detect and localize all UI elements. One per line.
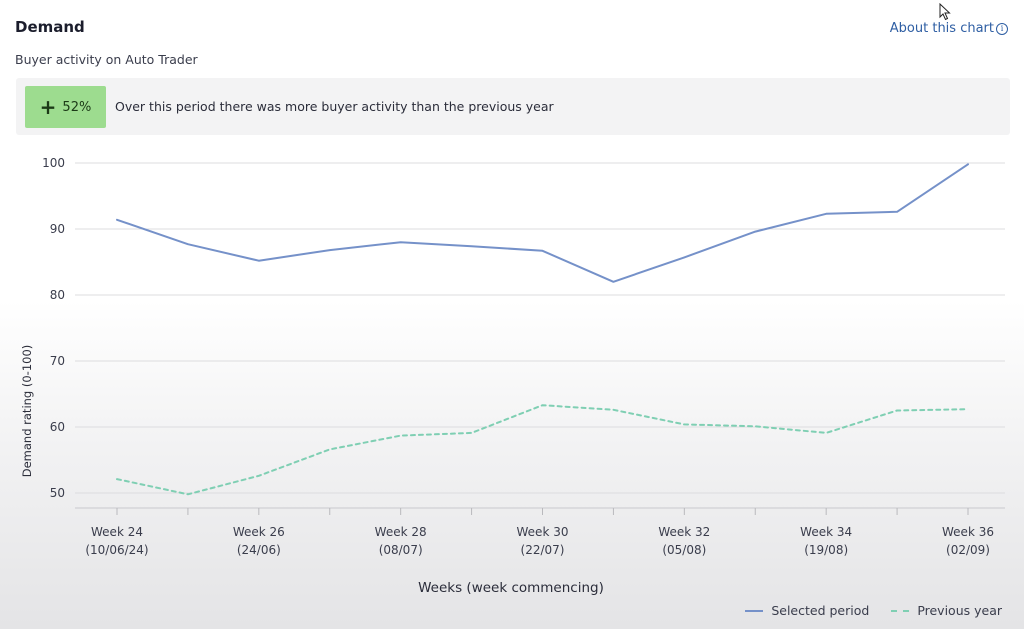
data-point[interactable] <box>896 410 898 412</box>
x-axis-title: Weeks (week commencing) <box>418 580 604 596</box>
data-point[interactable] <box>187 243 189 245</box>
legend-swatch-dashed <box>891 609 910 612</box>
data-point[interactable] <box>542 404 544 406</box>
series-lines <box>116 163 969 496</box>
x-tick-label-week: Week 24 <box>91 525 143 539</box>
x-axis: Week 24 (10/06/24) Week 26 (24/06) Week 28 (0… <box>75 507 1005 557</box>
summary-text: Over this period there was more buyer ac… <box>115 99 554 114</box>
x-tick-label-week: Week 34 <box>800 525 852 539</box>
y-tick-label: 100 <box>42 156 65 170</box>
data-point[interactable] <box>329 249 331 251</box>
x-tick-label-week: Week 36 <box>942 525 994 539</box>
x-tick-label-date: (24/06) <box>237 543 281 557</box>
change-badge: + 52% <box>25 86 106 128</box>
y-tick-label: 60 <box>50 420 65 434</box>
grid-lines <box>75 162 1005 494</box>
demand-line-chart: 50 60 70 80 90 100 Week 24 (10/06/24) Week 26 (2… <box>20 156 1005 596</box>
x-tick-label-date: (02/09) <box>946 543 990 557</box>
y-axis-title: Demand rating (0-100) <box>20 345 34 478</box>
x-tick-label-date: (19/08) <box>804 543 848 557</box>
y-tick-label: 90 <box>50 222 65 236</box>
data-point[interactable] <box>258 260 260 262</box>
data-point[interactable] <box>542 250 544 252</box>
data-point[interactable] <box>400 435 402 437</box>
chart-subtitle: Buyer activity on Auto Trader <box>15 52 198 67</box>
about-link-label: About this chart <box>889 21 994 36</box>
x-tick-label-week: Week 28 <box>375 525 427 539</box>
x-tick-label-date: (22/07) <box>521 543 565 557</box>
data-point[interactable] <box>187 493 189 495</box>
legend-swatch-solid <box>745 609 764 612</box>
data-point[interactable] <box>471 245 473 247</box>
y-tick-label: 80 <box>50 288 65 302</box>
about-this-chart-link[interactable]: About this chart i <box>890 21 1008 36</box>
y-tick-label: 70 <box>50 354 65 368</box>
legend-item-previous-year[interactable]: Previous year <box>891 603 1002 618</box>
x-tick-label-date: (05/08) <box>662 543 706 557</box>
chart-legend: Selected period Previous year <box>745 603 1002 618</box>
legend-label: Selected period <box>771 603 870 618</box>
data-point[interactable] <box>754 231 756 233</box>
change-value: 52% <box>62 99 92 115</box>
data-point[interactable] <box>825 213 827 215</box>
x-tick-label-date: (10/06/24) <box>85 543 148 557</box>
data-point[interactable] <box>258 475 260 477</box>
x-tick-label-week: Week 26 <box>233 525 285 539</box>
data-point[interactable] <box>967 408 969 410</box>
data-point[interactable] <box>116 219 118 221</box>
data-point[interactable] <box>683 423 685 425</box>
x-tick-label-date: (08/07) <box>379 543 423 557</box>
y-tick-labels: 50 60 70 80 90 100 <box>42 156 65 500</box>
data-point[interactable] <box>612 409 614 411</box>
legend-label: Previous year <box>917 603 1002 618</box>
x-tick-label-week: Week 30 <box>517 525 569 539</box>
data-point[interactable] <box>754 425 756 427</box>
summary-banner: + 52% Over this period there was more bu… <box>16 78 1010 135</box>
legend-item-selected-period[interactable]: Selected period <box>745 603 869 618</box>
info-icon[interactable]: i <box>996 22 1008 35</box>
data-point[interactable] <box>471 432 473 434</box>
data-point[interactable] <box>116 478 118 480</box>
y-tick-label: 50 <box>50 486 65 500</box>
x-tick-label-week: Week 32 <box>658 525 710 539</box>
series-line-selected-period[interactable] <box>116 163 969 283</box>
data-point[interactable] <box>683 256 685 258</box>
plus-sign: + <box>39 95 57 119</box>
series-line-previous-year[interactable] <box>116 404 969 496</box>
data-point[interactable] <box>400 241 402 243</box>
data-point[interactable] <box>967 163 969 165</box>
chart-title: Demand <box>15 18 85 36</box>
data-point[interactable] <box>896 211 898 213</box>
data-point[interactable] <box>612 281 614 283</box>
data-point[interactable] <box>825 432 827 434</box>
mouse-cursor-icon <box>939 3 951 21</box>
data-point[interactable] <box>329 448 331 450</box>
